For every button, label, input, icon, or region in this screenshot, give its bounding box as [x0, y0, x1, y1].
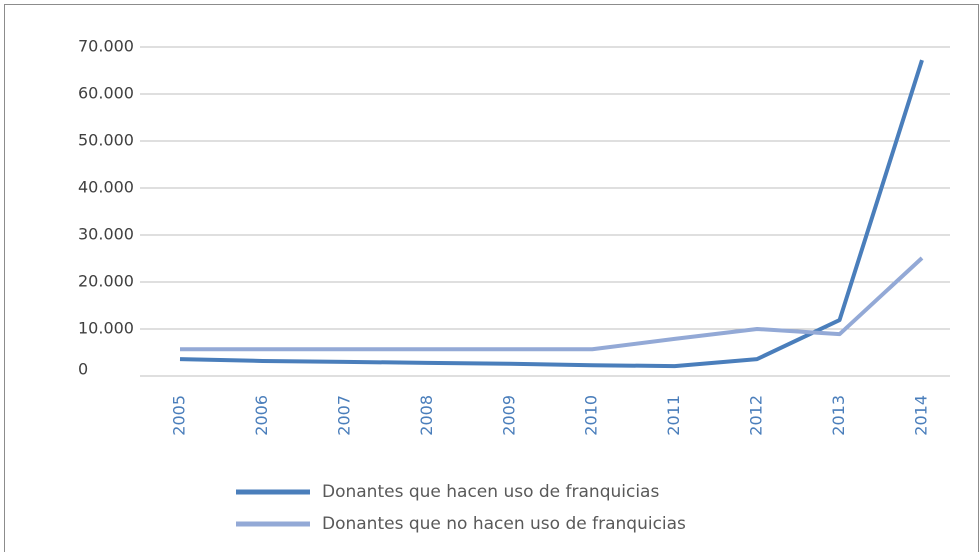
y-tick-label: 40.000	[78, 178, 134, 197]
x-tick-label: 2013	[829, 395, 848, 436]
x-tick-label: 2005	[170, 395, 189, 436]
x-tick-label: 2012	[747, 395, 766, 436]
y-tick-label: 70.000	[78, 37, 134, 56]
x-tick-label: 2006	[252, 395, 271, 436]
series-line	[180, 256, 924, 352]
y-tick-label: 30.000	[78, 225, 134, 244]
frame	[4, 4, 979, 552]
x-tick-label: 2008	[417, 395, 436, 436]
legend-label: Donantes que hacen uso de franquicias	[322, 482, 659, 502]
x-tick-label: 2014	[912, 395, 931, 436]
x-tick-label: 2010	[582, 395, 601, 436]
y-tick-label: 20.000	[78, 272, 134, 291]
y-tick-label: 10.000	[78, 319, 134, 338]
series-line	[179, 59, 924, 369]
y-tick-label: 50.000	[78, 131, 134, 150]
y-tick-label: 0	[78, 360, 88, 379]
x-tick-label: 2011	[664, 395, 683, 436]
x-tick-label: 2007	[334, 395, 353, 436]
legend-label: Donantes que no hacen uso de franquicias	[322, 514, 686, 534]
x-tick-label: 2009	[499, 395, 518, 436]
y-tick-label: 60.000	[78, 84, 134, 103]
